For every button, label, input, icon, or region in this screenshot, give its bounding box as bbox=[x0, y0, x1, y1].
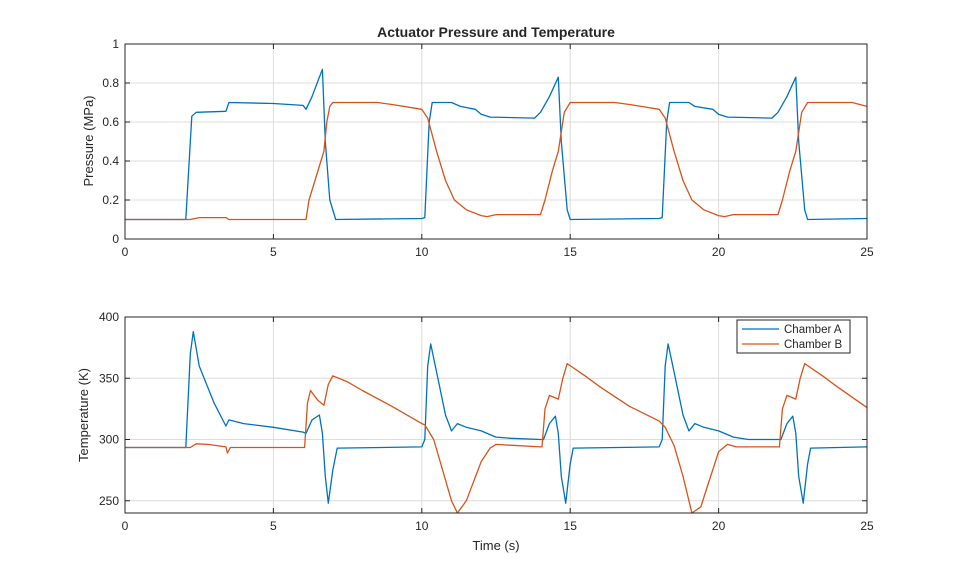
axes-box bbox=[124, 43, 868, 240]
x-tick-label: 20 bbox=[712, 245, 726, 259]
y-tick-label: 0.6 bbox=[102, 115, 119, 129]
y-tick-label: 350 bbox=[99, 371, 119, 385]
legend-label-chamber-a: Chamber A bbox=[784, 324, 842, 336]
x-tick-label: 20 bbox=[712, 519, 726, 533]
series-line-chamber-a bbox=[125, 68, 867, 221]
y-tick-label: 0 bbox=[112, 232, 119, 246]
x-tick-label: 15 bbox=[564, 519, 578, 533]
legend-label-chamber-b: Chamber B bbox=[784, 339, 842, 351]
x-tick-label: 10 bbox=[415, 519, 429, 533]
series-line-chamber-b bbox=[125, 362, 867, 513]
legend[interactable]: Chamber A Chamber B bbox=[736, 319, 851, 354]
x-tick-label: 5 bbox=[270, 245, 277, 259]
temperature-axes: 0 5 10 15 20 25 250 300 350 400 bbox=[99, 310, 874, 533]
series-line-chamber-a bbox=[125, 331, 867, 504]
x-tick-label: 0 bbox=[122, 245, 129, 259]
y-tick-label: 1 bbox=[112, 37, 119, 51]
temperature-y-label: Temperature (K) bbox=[76, 368, 91, 462]
x-tick-label: 10 bbox=[415, 245, 429, 259]
x-tick-label: 15 bbox=[564, 245, 578, 259]
x-tick-label: 25 bbox=[860, 245, 874, 259]
y-tick-label: 0.8 bbox=[102, 76, 119, 90]
x-axis-label: Time (s) bbox=[472, 538, 519, 553]
x-tick-label: 0 bbox=[122, 519, 129, 533]
y-tick-label: 300 bbox=[99, 433, 119, 447]
y-tick-label: 250 bbox=[99, 494, 119, 508]
x-tick-label: 25 bbox=[860, 519, 874, 533]
y-tick-label: 400 bbox=[99, 310, 119, 324]
x-tick-label: 5 bbox=[270, 519, 277, 533]
y-tick-label: 0.2 bbox=[102, 193, 119, 207]
pressure-y-label: Pressure (MPa) bbox=[81, 95, 96, 186]
chart-title: Actuator Pressure and Temperature bbox=[377, 24, 615, 40]
pressure-axes: 0 5 10 15 20 25 0 0.2 0.4 0.6 0.8 1 bbox=[102, 37, 874, 259]
series-line-chamber-b bbox=[125, 101, 867, 221]
axes-box bbox=[124, 316, 868, 514]
y-tick-label: 0.4 bbox=[102, 154, 119, 168]
